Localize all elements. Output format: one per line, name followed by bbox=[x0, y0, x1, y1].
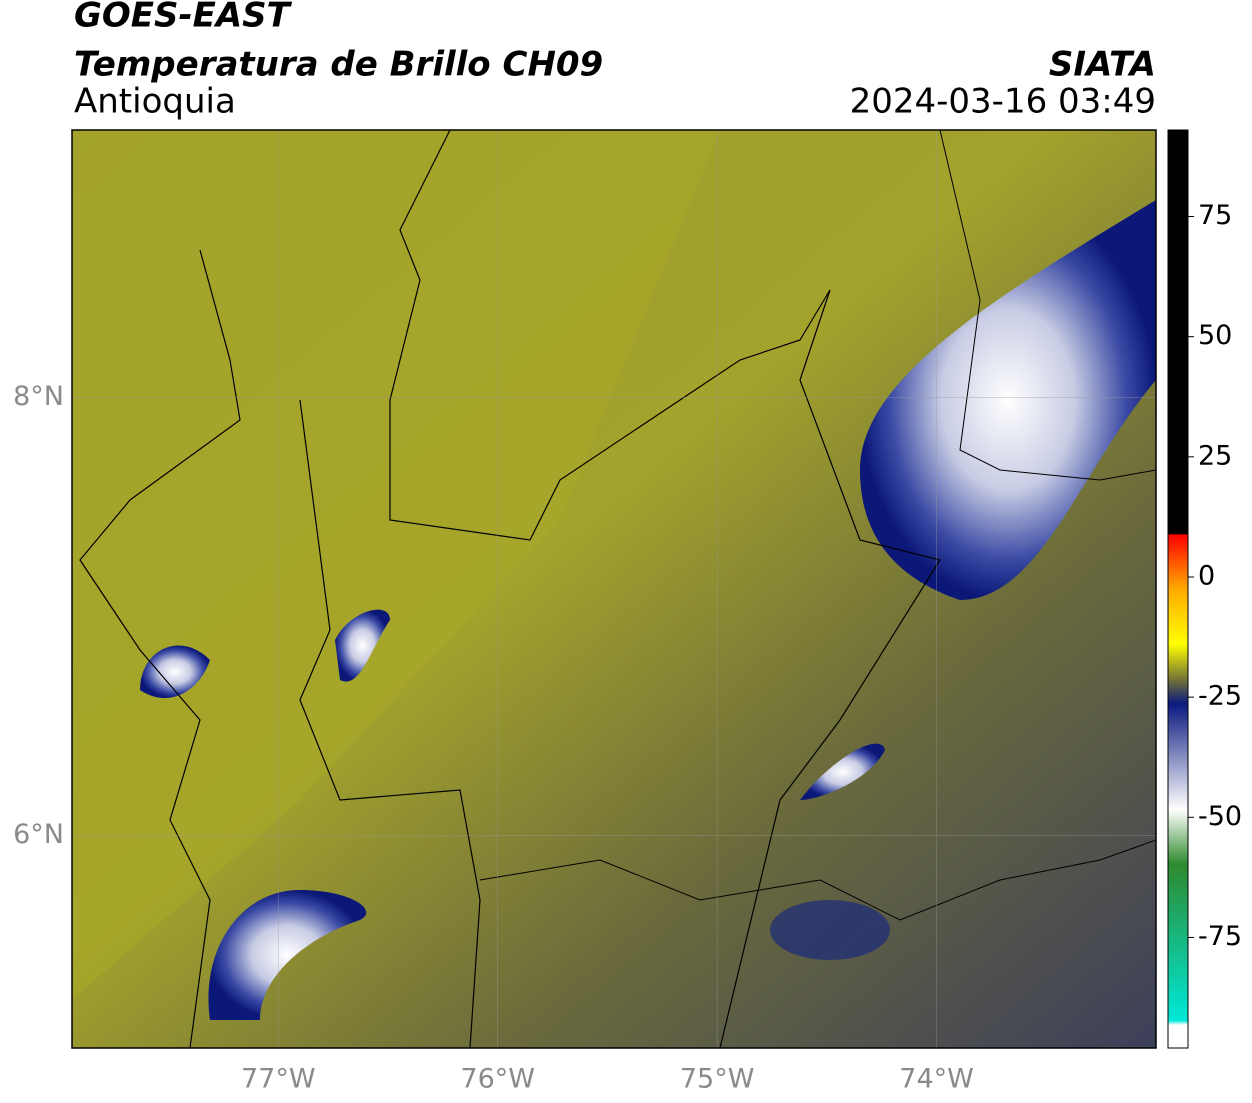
map-image bbox=[72, 130, 1156, 1048]
x-tick-label: 77°W bbox=[241, 1064, 316, 1095]
colorbar-tick-label: 0 bbox=[1198, 560, 1215, 591]
region: Antioquia bbox=[74, 82, 236, 122]
colorbar bbox=[1167, 129, 1189, 1049]
y-tick-label: 8°N bbox=[13, 381, 64, 412]
colorbar-tick-label: 25 bbox=[1198, 440, 1232, 471]
y-tick-label: 6°N bbox=[13, 819, 64, 850]
datetime: 2024-03-16 03:49 bbox=[850, 82, 1156, 122]
x-tick-label: 75°W bbox=[680, 1064, 755, 1095]
map-frame bbox=[71, 129, 1157, 1049]
colorbar-tick-label: 50 bbox=[1198, 320, 1232, 351]
colorbar-tick-label: -50 bbox=[1198, 801, 1242, 832]
colorbar-tick-label: -25 bbox=[1198, 681, 1242, 712]
x-tick-label: 74°W bbox=[899, 1064, 974, 1095]
x-tick-label: 76°W bbox=[460, 1064, 535, 1095]
source: SIATA bbox=[1049, 45, 1156, 85]
subtitle: Temperatura de Brillo CH09 bbox=[74, 45, 603, 85]
colorbar-tick-label: 75 bbox=[1198, 200, 1232, 231]
colorbar-tick-label: -75 bbox=[1198, 921, 1242, 952]
title: GOES-EAST bbox=[74, 0, 293, 36]
